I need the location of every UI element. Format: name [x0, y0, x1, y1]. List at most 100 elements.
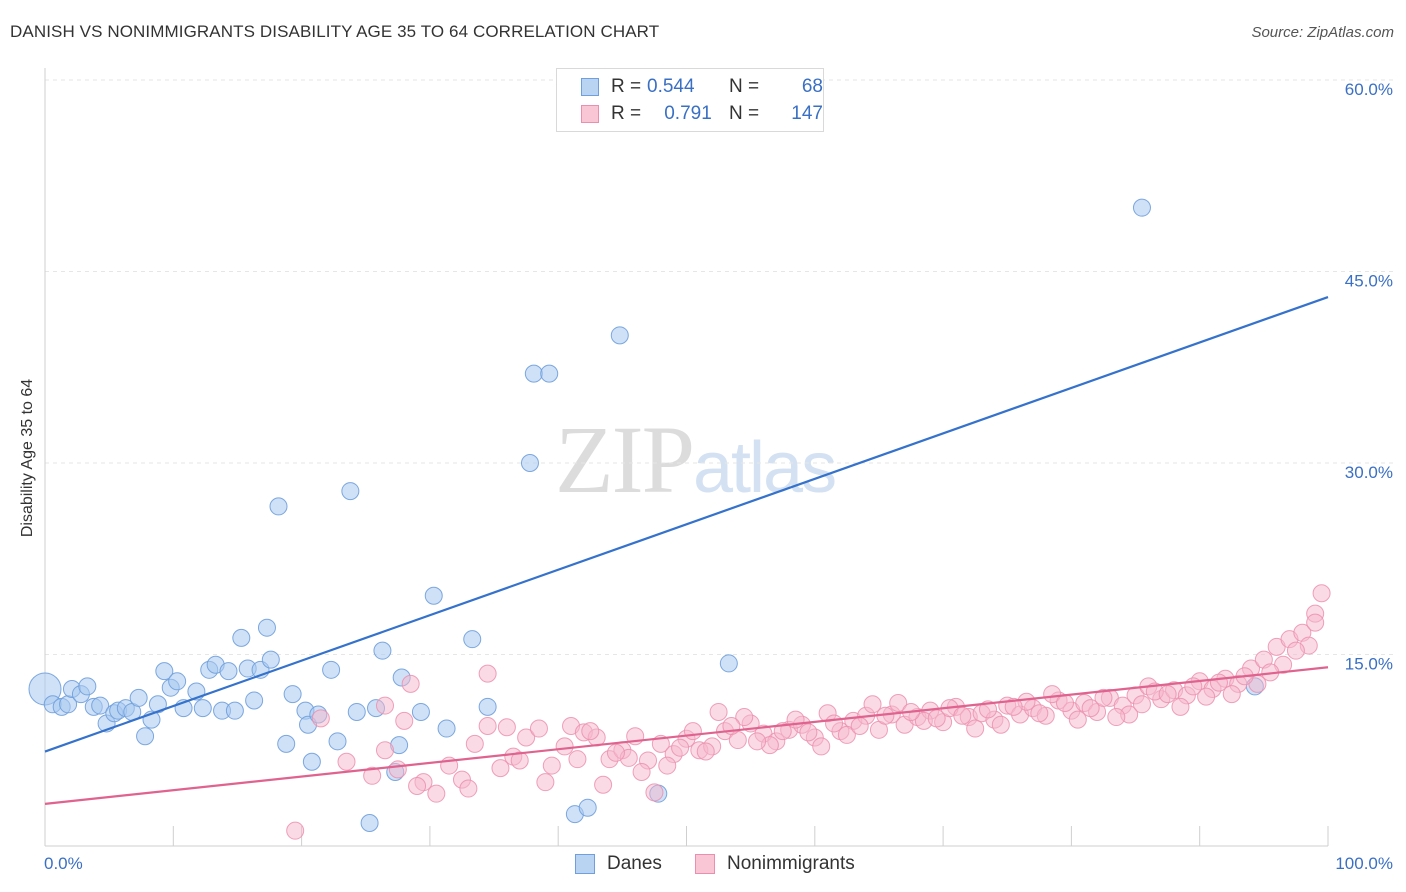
nonimmigrants-r-label: R = — [611, 103, 642, 124]
danes-n-label: N = — [729, 76, 760, 97]
nonimmigrants-point — [1132, 695, 1151, 714]
nonimmigrants-point — [1068, 710, 1087, 729]
danes-point — [225, 701, 244, 720]
danes-point — [411, 702, 430, 721]
nonimmigrants-point — [1306, 613, 1325, 632]
x-ticks — [44, 826, 1329, 846]
nonimmigrants-point — [375, 696, 394, 715]
nonimmigrants-r-value: 0.791 — [664, 103, 712, 124]
bottom-danes-swatch — [575, 854, 595, 874]
nonimmigrants-point — [1107, 708, 1126, 727]
danes-point — [269, 497, 288, 516]
danes-r-label: R = — [611, 76, 642, 97]
danes-point — [129, 688, 148, 707]
nonimmigrants-point — [363, 766, 382, 785]
danes-point — [328, 732, 347, 751]
danes-point — [347, 702, 366, 721]
nonimmigrants-point — [953, 706, 972, 725]
stats-legend: R = 0.544 N = 68 R = 0.791 N = 147 — [556, 68, 824, 132]
bottom-nonimmigrants-label: Nonimmigrants — [727, 853, 855, 874]
nonimmigrants-point — [863, 695, 882, 714]
nonimmigrants-point — [478, 664, 497, 683]
danes-point — [341, 482, 360, 501]
nonimmigrants-point — [542, 756, 561, 775]
nonimmigrants-point — [709, 702, 728, 721]
nonimmigrants-point — [645, 783, 664, 802]
nonimmigrants-point — [1055, 694, 1074, 713]
nonimmigrants-point — [465, 734, 484, 753]
danes-point — [91, 696, 110, 715]
trend-lines — [44, 295, 1329, 805]
nonimmigrants-point — [1158, 685, 1177, 704]
danes-point — [719, 654, 738, 673]
nonimmigrants-point — [683, 722, 702, 741]
nonimmigrants-point — [889, 694, 908, 713]
danes-point — [245, 691, 264, 710]
nonimmigrants-point — [375, 741, 394, 760]
nonimmigrants-point — [536, 773, 555, 792]
danes-point — [524, 364, 543, 383]
legend-row-danes: R = 0.544 N = 68 — [581, 75, 823, 99]
y-tick-label: 15.0% — [1345, 655, 1393, 674]
danes-point — [322, 660, 341, 679]
nonimmigrants-point — [671, 738, 690, 757]
danes-trend-line — [44, 295, 1329, 753]
nonimmigrants-point — [1030, 704, 1049, 723]
nonimmigrants-point — [1197, 687, 1216, 706]
nonimmigrants-point — [979, 700, 998, 719]
nonimmigrants-point — [395, 711, 414, 730]
nonimmigrants-point — [529, 719, 548, 738]
y-tick-label: 30.0% — [1345, 463, 1393, 482]
danes-point — [257, 618, 276, 637]
danes-point — [155, 662, 174, 681]
x-tick-label-left: 0.0% — [44, 854, 83, 873]
danes-point — [232, 628, 251, 647]
nonimmigrants-point — [491, 759, 510, 778]
danes-point — [463, 630, 482, 649]
bottom-legend-nonimmigrants: Nonimmigrants — [695, 852, 855, 876]
nonimmigrants-point — [696, 742, 715, 761]
nonimmigrants-point — [311, 709, 330, 728]
nonimmigrants-point — [517, 728, 536, 747]
nonimmigrants-point — [632, 762, 651, 781]
nonimmigrants-point — [401, 674, 420, 693]
nonimmigrants-point — [555, 737, 574, 756]
danes-point — [578, 798, 597, 817]
danes-points — [28, 96, 1264, 833]
nonimmigrants-point — [459, 779, 478, 798]
nonimmigrants-point — [1222, 685, 1241, 704]
danes-point — [520, 454, 539, 472]
nonimmigrants-point — [825, 714, 844, 733]
nonimmigrants-point — [1094, 688, 1113, 707]
nonimmigrants-point — [927, 709, 946, 728]
nonimmigrants-point — [799, 723, 818, 742]
chart-title: DANISH VS NONIMMIGRANTS DISABILITY AGE 3… — [10, 22, 660, 41]
danes-point — [78, 677, 97, 696]
danes-point — [168, 672, 187, 691]
nonimmigrants-point — [408, 776, 427, 795]
nonimmigrants-point — [1171, 697, 1190, 716]
nonimmigrants-point — [1312, 584, 1331, 603]
chart-source: Source: ZipAtlas.com — [1251, 24, 1394, 41]
bottom-nonimmigrants-swatch — [695, 854, 715, 874]
danes-point — [261, 650, 280, 669]
danes-n-value: 68 — [801, 76, 823, 97]
nonimmigrants-point — [478, 716, 497, 735]
danes-point — [540, 364, 559, 383]
nonimmigrants-point — [594, 775, 613, 794]
nonimmigrants-point — [568, 750, 587, 769]
danes-point — [136, 727, 155, 746]
danes-swatch — [581, 78, 599, 96]
danes-point — [478, 697, 497, 716]
nonimmigrants-point — [850, 716, 869, 735]
nonimmigrants-point — [658, 756, 677, 775]
nonimmigrants-n-value: 147 — [791, 103, 823, 124]
danes-point — [373, 641, 392, 660]
danes-point — [437, 719, 456, 738]
danes-point — [193, 699, 212, 718]
nonimmigrants-point — [1081, 699, 1100, 718]
bottom-danes-label: Danes — [607, 853, 662, 874]
danes-point — [283, 685, 302, 704]
danes-point — [360, 814, 379, 833]
